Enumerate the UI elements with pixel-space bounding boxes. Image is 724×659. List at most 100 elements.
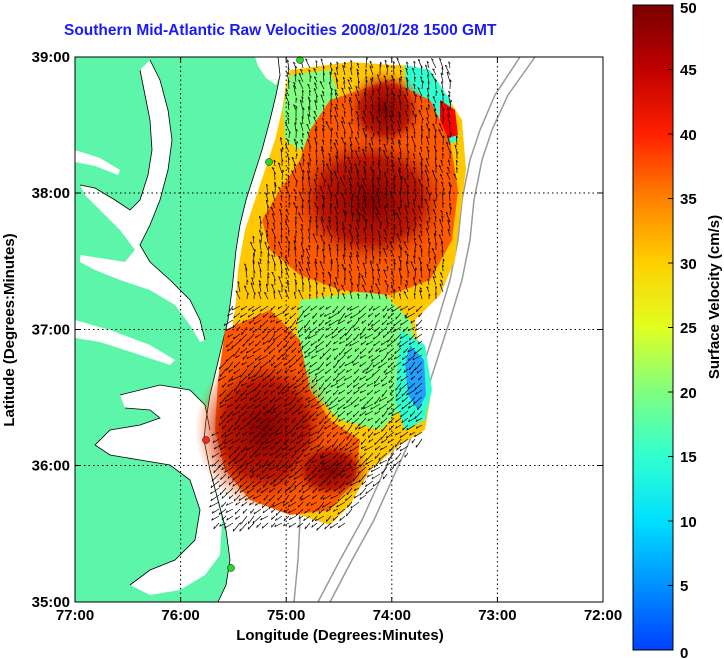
velocity-arrowhead bbox=[323, 72, 325, 76]
velocity-arrow bbox=[371, 247, 374, 258]
colorbar-tick-label: 35 bbox=[680, 191, 697, 208]
velocity-arrow bbox=[378, 139, 381, 146]
velocity-arrowhead bbox=[399, 222, 402, 225]
velocity-arrowhead bbox=[351, 421, 353, 425]
velocity-arrow bbox=[262, 340, 269, 345]
velocity-arrow bbox=[268, 494, 276, 502]
velocity-arrowhead bbox=[246, 364, 249, 368]
velocity-arrowhead bbox=[331, 292, 333, 296]
velocity-arrow bbox=[232, 410, 241, 416]
velocity-arrowhead bbox=[385, 187, 388, 190]
tick-marks bbox=[75, 57, 603, 602]
velocity-arrow bbox=[440, 72, 444, 83]
velocity-arrowhead bbox=[262, 447, 265, 450]
velocity-arrow bbox=[330, 293, 332, 300]
velocity-arrow bbox=[328, 403, 339, 410]
velocity-arrow bbox=[337, 494, 346, 502]
velocity-arrow bbox=[241, 445, 248, 453]
velocity-arrowhead bbox=[450, 132, 452, 135]
velocity-arrow bbox=[411, 438, 416, 444]
velocity-arrowhead bbox=[239, 485, 241, 488]
velocity-arrow bbox=[309, 480, 318, 488]
velocity-arrow bbox=[375, 213, 381, 223]
velocity-arrow bbox=[289, 403, 297, 411]
velocity-arrowhead bbox=[379, 242, 382, 246]
velocity-arrow bbox=[309, 326, 318, 334]
velocity-arrow bbox=[331, 333, 339, 339]
velocity-arrow bbox=[316, 403, 325, 410]
velocity-arrowhead bbox=[364, 448, 366, 451]
velocity-arrow bbox=[268, 431, 276, 437]
velocity-arrow bbox=[406, 232, 409, 244]
velocity-arrow bbox=[408, 340, 416, 346]
velocity-arrow bbox=[228, 459, 234, 465]
velocity-arrowhead bbox=[269, 453, 272, 456]
velocity-arrow bbox=[426, 136, 430, 146]
velocity-arrow bbox=[296, 375, 304, 383]
velocity-arrowhead bbox=[304, 355, 307, 358]
velocity-arrowhead bbox=[352, 212, 355, 216]
velocity-arrowhead bbox=[373, 199, 376, 202]
velocity-arrow bbox=[406, 158, 409, 167]
velocity-arrowhead bbox=[386, 352, 389, 355]
velocity-arrowhead bbox=[441, 67, 444, 70]
velocity-arrowhead bbox=[434, 135, 437, 138]
velocity-arrow bbox=[383, 205, 388, 216]
velocity-arrowhead bbox=[393, 177, 396, 180]
velocity-arrowhead bbox=[330, 204, 332, 207]
velocity-arrow bbox=[343, 233, 346, 244]
velocity-arrow bbox=[254, 445, 262, 454]
velocity-arrow bbox=[249, 431, 255, 435]
velocity-arrow bbox=[408, 382, 416, 390]
velocity-arrow bbox=[381, 438, 388, 444]
velocity-arrow bbox=[338, 312, 346, 323]
velocity-arrowhead bbox=[240, 465, 242, 469]
velocity-arrow bbox=[370, 78, 374, 90]
velocity-arrowhead bbox=[370, 166, 373, 169]
velocity-arrowhead bbox=[432, 103, 436, 106]
velocity-arrow bbox=[250, 452, 255, 459]
velocity-arrowhead bbox=[355, 227, 358, 230]
velocity-arrowhead bbox=[418, 257, 421, 260]
velocity-arrowhead bbox=[325, 335, 328, 338]
velocity-arrowhead bbox=[394, 226, 396, 230]
velocity-arrowhead bbox=[378, 365, 380, 369]
velocity-arrowhead bbox=[426, 87, 430, 91]
velocity-arrow bbox=[278, 347, 283, 353]
velocity-arrowhead bbox=[313, 116, 316, 119]
velocity-arrowhead bbox=[289, 316, 291, 319]
velocity-arrow bbox=[253, 347, 262, 354]
velocity-arrow bbox=[413, 76, 416, 83]
x-tick-label: 77:00 bbox=[56, 607, 94, 624]
velocity-arrowhead bbox=[309, 293, 312, 297]
velocity-arrow bbox=[412, 153, 416, 160]
velocity-arrow bbox=[255, 389, 262, 398]
velocity-arrow bbox=[239, 375, 248, 384]
velocity-arrowhead bbox=[242, 419, 245, 422]
velocity-arrowhead bbox=[413, 237, 416, 241]
velocity-arrow bbox=[417, 403, 423, 411]
velocity-arrowhead bbox=[302, 89, 305, 93]
velocity-arrow bbox=[324, 396, 332, 405]
velocity-arrow bbox=[343, 174, 346, 181]
velocity-arrow bbox=[289, 487, 297, 493]
velocity-arrow bbox=[329, 522, 339, 529]
velocity-arrowhead bbox=[262, 314, 265, 318]
velocity-arrowhead bbox=[335, 66, 339, 70]
velocity-arrowhead bbox=[296, 359, 298, 362]
velocity-arrowhead bbox=[273, 291, 276, 294]
velocity-arrow bbox=[290, 494, 297, 503]
velocity-arrow bbox=[403, 241, 409, 251]
pamlico-sound bbox=[95, 385, 222, 595]
velocity-arrowhead bbox=[399, 448, 402, 452]
velocity-arrowhead bbox=[359, 398, 362, 402]
velocity-arrowhead bbox=[224, 525, 227, 529]
velocity-arrow bbox=[287, 174, 290, 181]
velocity-arrow bbox=[319, 81, 325, 90]
velocity-arrow bbox=[284, 319, 290, 325]
velocity-arrow bbox=[262, 508, 269, 514]
velocity-arrow bbox=[354, 347, 360, 352]
velocity-arrowhead bbox=[342, 76, 346, 79]
velocity-arrow bbox=[364, 88, 367, 97]
velocity-arrow bbox=[339, 452, 346, 459]
